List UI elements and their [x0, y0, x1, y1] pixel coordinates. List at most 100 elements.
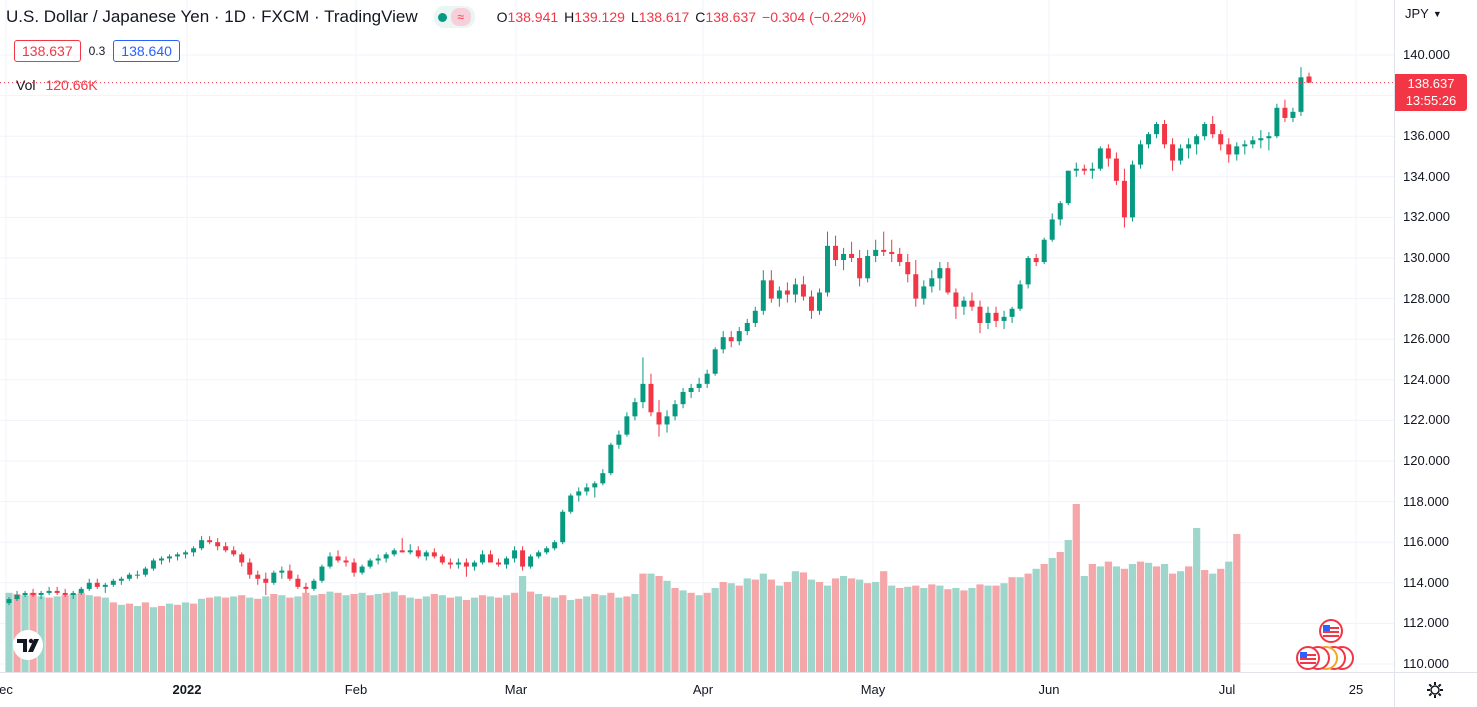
volume-bar [478, 595, 487, 672]
volume-bar [454, 596, 462, 672]
candle-body [1057, 203, 1063, 220]
candle-body [1105, 148, 1111, 159]
chart-pane[interactable]: U.S. Dollar / Japanese Yen · 1D · FXCM ·… [0, 0, 1394, 672]
price-tick-label: 120.000 [1403, 453, 1450, 468]
volume-legend[interactable]: Vol 120.66K [16, 77, 98, 93]
candle-body [913, 274, 919, 299]
time-scale[interactable]: ec 2022 Feb Mar Apr May Jun Jul 25 [0, 672, 1394, 707]
price-chart[interactable] [0, 0, 1394, 672]
time-label-2022: 2022 [172, 682, 202, 697]
currency-selector[interactable]: JPY ▼ [1405, 6, 1442, 21]
volume-bar [1120, 568, 1129, 672]
candle-body [1041, 239, 1047, 263]
candle-body [1178, 148, 1184, 161]
candle-body [295, 578, 301, 587]
close-label: C [695, 9, 706, 25]
tradingview-logo-icon[interactable] [8, 630, 48, 660]
candle-body [889, 251, 895, 254]
candle-body [969, 300, 975, 307]
volume-bar [109, 602, 117, 672]
volume-bar [254, 598, 262, 672]
volume-bar [502, 595, 511, 672]
candle-body [865, 255, 871, 279]
candle-body [102, 584, 108, 587]
time-label-jul: Jul [1218, 682, 1236, 697]
candle-body [752, 310, 758, 323]
candle-body [784, 290, 790, 295]
price-tick-label: 110.000 [1403, 656, 1450, 671]
volume-bar [222, 597, 230, 672]
candle-body [552, 542, 558, 549]
volume-bar [591, 594, 599, 672]
volume-bar [687, 592, 695, 672]
volume-bar [888, 585, 896, 672]
candle-body [1290, 111, 1296, 118]
economic-events-icon[interactable] [1294, 644, 1358, 672]
candle-body [656, 412, 662, 425]
volume-bar [615, 597, 623, 672]
volume-bar [510, 592, 519, 672]
gear-icon[interactable] [1426, 681, 1444, 699]
volume-bar [1112, 566, 1121, 672]
candle-body [576, 491, 582, 496]
volume-bar [189, 603, 198, 672]
volume-bar [302, 592, 310, 672]
candle-body [1250, 140, 1256, 145]
currency-label: JPY [1405, 6, 1429, 21]
volume-bar [968, 588, 976, 672]
volume-bar [1072, 504, 1080, 672]
candle-body [817, 292, 822, 311]
volume-bar [831, 578, 840, 672]
candle-body [921, 286, 927, 299]
candle-body [704, 373, 710, 384]
chevron-down-icon: ▼ [1432, 8, 1442, 19]
candle-body [471, 562, 477, 567]
symbol-title[interactable]: U.S. Dollar / Japanese Yen · 1D · FXCM ·… [6, 7, 418, 26]
volume-bar [13, 594, 21, 672]
volume-bar [952, 588, 960, 672]
candle-body [1274, 107, 1280, 137]
volume-bar [278, 595, 286, 672]
change-value: −0.304 (−0.22%) [762, 9, 867, 25]
bar-countdown: 13:55:26 [1405, 92, 1457, 108]
candle-body [1242, 144, 1248, 147]
volume-bar [567, 600, 575, 672]
volume-bar [470, 597, 479, 672]
candle-body [937, 268, 943, 279]
candle-body [70, 592, 76, 595]
volume-bar [599, 595, 607, 672]
volume-bar [101, 597, 109, 672]
price-tick-label: 134.000 [1403, 168, 1450, 184]
candle-body [303, 586, 309, 589]
volume-bar [631, 594, 639, 672]
volume-bar [695, 595, 703, 672]
candle-body [150, 560, 156, 569]
volume-bar [623, 596, 631, 672]
candle-body [463, 562, 469, 567]
volume-bar [655, 576, 663, 672]
volume-bar [149, 607, 158, 672]
time-label-may: May [860, 682, 886, 697]
price-tick-label: 136.000 [1403, 128, 1450, 144]
sell-button[interactable]: 138.637 [14, 40, 81, 62]
candle-body [720, 337, 726, 350]
volume-bar [446, 597, 454, 672]
candle-body [841, 253, 847, 261]
market-status[interactable]: ≈ [433, 6, 475, 28]
candle-body [680, 391, 686, 405]
candle-body [1258, 138, 1264, 141]
volume-bar [37, 596, 45, 672]
price-tick-label: 118.000 [1403, 493, 1450, 509]
candle-body [1129, 164, 1135, 218]
candle-body [239, 554, 245, 563]
buy-button[interactable]: 138.640 [113, 40, 180, 62]
candle-body [792, 284, 798, 295]
us-event-flag-icon[interactable] [1318, 618, 1348, 644]
volume-bar [823, 585, 832, 672]
price-scale[interactable]: JPY ▼ 140.000138.000136.000134.000132.00… [1394, 0, 1477, 672]
price-tick-label: 140.000 [1403, 47, 1450, 62]
candle-body [375, 558, 381, 561]
last-price-value: 138.637 [1407, 75, 1455, 91]
low-value: 138.617 [638, 9, 690, 25]
volume-bar [872, 582, 880, 672]
